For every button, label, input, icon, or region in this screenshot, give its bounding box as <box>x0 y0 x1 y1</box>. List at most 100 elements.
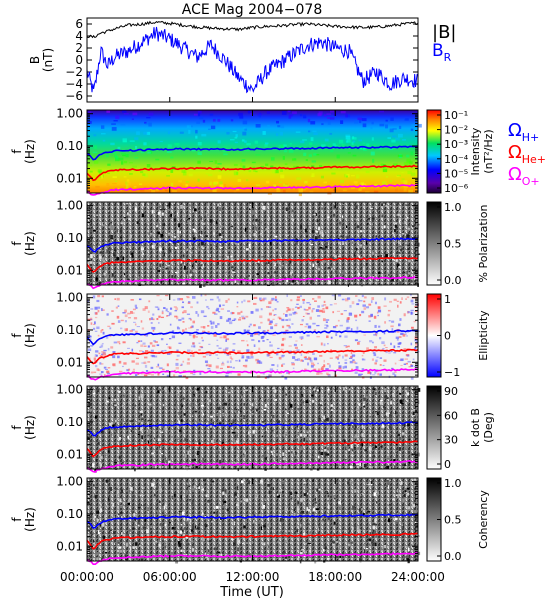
spectrogram-cell <box>260 321 263 324</box>
spectrogram-cell <box>167 144 172 148</box>
spectrogram-cell <box>244 227 247 232</box>
spectrogram-cell <box>179 183 183 188</box>
spectrogram-cell <box>232 130 237 133</box>
spectrogram-cell <box>104 515 106 518</box>
spectrogram-cell <box>225 348 228 351</box>
spectrogram-cell <box>157 231 161 235</box>
spectrogram-cell <box>90 308 94 310</box>
spectrogram-cell <box>205 517 209 520</box>
spectrogram-cell <box>297 500 300 505</box>
spectrogram-cell <box>190 403 194 407</box>
spectrogram-cell <box>336 424 340 428</box>
spectrogram-cell <box>407 248 410 250</box>
spectrogram-cell <box>265 427 267 432</box>
spectrogram-cell <box>322 308 325 310</box>
spectrogram-cell <box>266 111 270 114</box>
spectrogram-cell <box>112 515 116 520</box>
spectrogram-cell <box>139 410 143 413</box>
spectrogram-cell <box>341 241 345 246</box>
spectrogram-cell <box>285 207 289 212</box>
spectrogram-cell <box>253 233 257 237</box>
spectrogram-cell <box>373 334 377 336</box>
spectrogram-cell <box>413 409 416 412</box>
gyro-line-H <box>86 237 419 253</box>
spectrogram-cell <box>304 551 308 554</box>
spectrogram-cell <box>196 485 199 488</box>
spectrogram-cell <box>99 456 103 459</box>
spectrogram-cell <box>130 261 133 265</box>
spectrogram-cell <box>182 260 184 264</box>
spectrogram-cell <box>399 392 402 395</box>
spectrogram-cell <box>406 487 410 490</box>
spectrogram-cell <box>192 393 196 397</box>
spectrogram-cell <box>289 403 293 408</box>
y-axis-label: f(Hz) <box>10 231 37 256</box>
gyro-line-He <box>86 440 419 458</box>
spectrogram-cell <box>101 558 105 560</box>
spectrogram-cell <box>269 356 273 359</box>
spectrogram-cell <box>100 344 104 348</box>
spectrogram-cell <box>107 497 110 502</box>
spectrogram-cell <box>325 306 329 310</box>
spectrogram-cell <box>270 326 274 330</box>
spectrogram-cell <box>375 359 378 363</box>
spectrogram-cell <box>176 212 179 217</box>
spectrogram-cell <box>371 297 375 301</box>
spectrogram-cell <box>336 310 341 312</box>
spectrogram-cell <box>398 246 402 248</box>
spectrogram-cell <box>245 340 248 342</box>
spectrogram-cell <box>398 545 401 550</box>
spectrogram-cell <box>127 435 130 440</box>
spectrogram-cell <box>379 254 382 258</box>
spectrogram-cell <box>215 220 218 224</box>
spectrogram-cell <box>246 406 249 410</box>
spectrogram-cell <box>339 555 342 559</box>
spectrogram-cell <box>181 188 184 191</box>
spectrogram-cell <box>187 220 190 224</box>
colorbar-tick-label: 1 <box>444 293 451 306</box>
spectrogram-cell <box>337 545 341 549</box>
spectrogram-cell <box>167 130 171 135</box>
spectrogram-cell <box>219 224 223 229</box>
spectrogram-cell <box>230 255 233 258</box>
spectrogram-cell <box>368 538 372 541</box>
spectrogram-cell <box>160 316 164 319</box>
spectrogram-cell <box>398 220 401 223</box>
colorbar-tick-label: 30 <box>444 434 458 447</box>
spectrogram-cell <box>310 508 312 511</box>
spectrogram-cell <box>94 306 98 310</box>
spectrogram-cell <box>372 251 374 255</box>
spectrogram-cell <box>222 511 224 513</box>
spectrogram-cell <box>235 134 238 138</box>
spectrogram-cell <box>242 120 248 125</box>
spectrogram-cell <box>273 262 277 267</box>
spectrogram-cell <box>406 154 410 158</box>
spectrogram-cell <box>192 337 196 339</box>
spectrogram-cell <box>276 516 278 519</box>
spectrogram-cell <box>376 209 378 213</box>
spectrogram-cell <box>303 152 307 157</box>
spectrogram-cell <box>403 162 409 166</box>
colorbar-tick-label: 10⁻⁴ <box>444 153 469 166</box>
spectrogram-cell <box>196 387 200 391</box>
spectrogram-cell <box>267 398 271 401</box>
spectrogram-cell <box>352 425 354 429</box>
spectrogram-cell <box>288 372 291 375</box>
spectrogram-cell <box>333 205 336 209</box>
spectrogram-cell <box>106 154 109 158</box>
colorbar-label: Coherency <box>477 490 490 549</box>
spectrogram-cell <box>365 263 368 266</box>
spectrogram-cell <box>170 169 174 173</box>
spectrogram-cell <box>123 217 126 219</box>
spectrogram-cell <box>136 131 140 135</box>
spectrogram-cell <box>112 183 117 185</box>
spectrogram-cell <box>357 447 360 451</box>
spectrogram-cell <box>92 463 95 467</box>
spectrogram-cell <box>211 242 214 245</box>
spectrogram-cell <box>97 169 102 173</box>
spectrogram-cell <box>362 394 365 399</box>
spectrogram-cell <box>277 541 279 544</box>
spectrogram-cell <box>210 415 213 418</box>
colorbar-tick-label: 1.0 <box>444 477 462 490</box>
spectrogram-cell <box>351 137 357 140</box>
